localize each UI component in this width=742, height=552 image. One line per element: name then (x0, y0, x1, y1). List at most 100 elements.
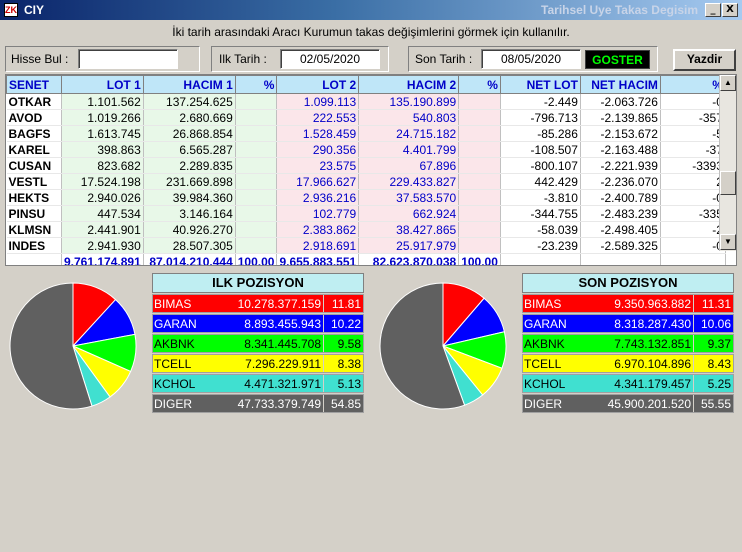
cell-pct1 (235, 125, 278, 142)
position-name-cell: BIMAS 10.278.377.159 (153, 295, 323, 312)
position-name-cell: KCHOL 4.471.321.971 (153, 375, 323, 392)
position-pct-cell: 9.37 (694, 335, 733, 352)
position-pct: 5.13 (337, 377, 361, 391)
col-header-pct-net[interactable]: % (659, 75, 726, 94)
cell-lot2: 290.356 (276, 141, 360, 158)
position-name: AKBNK (154, 337, 195, 351)
cell-net-lot: -800.107 (500, 157, 581, 174)
position-pct: 5.25 (707, 377, 731, 391)
grid-vertical-scrollbar[interactable]: ▲ ▼ (719, 75, 736, 251)
table-row[interactable]: OTKAR 1.101.562 137.254.625 1.099.113 135.19… (6, 93, 726, 110)
position-row-diger: DIGER 47.733.379.749 54.85 (152, 394, 364, 413)
cell-hacim1: 2.680.669 (143, 109, 236, 126)
minimize-button[interactable]: _ (705, 3, 721, 17)
col-header-senet[interactable]: SENET (6, 75, 62, 94)
cell-net-hacim: -2.153.672 (580, 125, 661, 142)
cell-pct2 (458, 173, 501, 190)
cell-hacim1: 3.146.164 (143, 205, 236, 222)
total-senet (6, 253, 62, 265)
table-row[interactable]: PINSU 447.534 3.146.164 102.779 662.924 -344.… (6, 205, 726, 222)
cell-hacim2: 540.803 (358, 109, 460, 126)
scroll-up-icon[interactable]: ▲ (720, 75, 736, 91)
cell-hacim1: 26.868.854 (143, 125, 236, 142)
col-header-lot2[interactable]: LOT 2 (276, 75, 360, 94)
position-name: BIMAS (154, 297, 192, 311)
position-pct-cell: 5.25 (694, 375, 733, 392)
col-header-pct2[interactable]: % (458, 75, 501, 94)
goster-button[interactable]: GOSTER (585, 50, 650, 69)
son-tarih-input[interactable]: 08/05/2020 (481, 49, 581, 69)
ilk-pozisyon-pie-chart (9, 282, 137, 410)
cell-pct1 (235, 141, 278, 158)
position-value: 47.733.379.749 (237, 397, 321, 411)
col-header-hacim2[interactable]: HACIM 2 (358, 75, 460, 94)
cell-lot1: 1.019.266 (61, 109, 144, 126)
position-pct: 8.43 (707, 357, 731, 371)
col-header-net-lot[interactable]: NET LOT (499, 75, 581, 94)
position-name: KCHOL (524, 377, 566, 391)
position-pct: 9.37 (707, 337, 731, 351)
cell-pct1 (235, 189, 278, 206)
cell-pct2 (458, 189, 501, 206)
position-pct: 55.55 (700, 397, 731, 411)
cell-pct2 (458, 157, 501, 174)
table-row[interactable]: KAREL 398.863 6.565.287 290.356 4.401.799 -10… (6, 141, 726, 158)
cell-net-hacim: -2.221.939 (580, 157, 661, 174)
cell-net-hacim: -2.063.726 (580, 93, 661, 110)
usage-hint: İki tarih arasındaki Aracı Kurumun takas… (172, 25, 570, 39)
total-net-lot (500, 253, 581, 265)
position-row-tcell: TCELL 7.296.229.911 8.38 (152, 354, 364, 373)
position-name-cell: DIGER 45.900.201.520 (523, 395, 693, 412)
cell-lot1: 1.613.745 (61, 125, 144, 142)
takas-table: SENET LOT 1 HACIM 1 % LOT 2 HACIM 2 % NE… (6, 75, 726, 265)
table-row[interactable]: CUSAN 823.682 2.289.835 23.575 67.896 -800.10… (6, 157, 726, 174)
col-header-net-hacim[interactable]: NET HACIM (579, 75, 661, 94)
cell-net-lot: -2.449 (500, 93, 581, 110)
position-row-diger: DIGER 45.900.201.520 55.55 (522, 394, 734, 413)
scroll-thumb[interactable] (720, 171, 736, 195)
hisse-search-input[interactable] (78, 49, 178, 69)
position-name: TCELL (524, 357, 562, 371)
yazdir-button[interactable]: Yazdir (673, 49, 736, 71)
cell-pct-net: -357 (660, 109, 726, 126)
cell-pct1 (235, 109, 278, 126)
cell-pct2 (458, 125, 501, 142)
position-value: 4.341.179.457 (614, 377, 691, 391)
cell-lot1: 17.524.198 (61, 173, 144, 190)
total-hacim1: 87.014.210.444 (143, 253, 236, 265)
col-header-lot1[interactable]: LOT 1 (61, 75, 144, 94)
table-row[interactable]: HEKTS 2.940.026 39.984.360 2.936.216 37.583.… (6, 189, 726, 206)
takas-grid: SENET LOT 1 HACIM 1 % LOT 2 HACIM 2 % NE… (5, 74, 737, 266)
position-name-cell: DIGER 47.733.379.749 (153, 395, 323, 412)
col-header-pct1[interactable]: % (234, 75, 278, 94)
position-name: TCELL (154, 357, 192, 371)
position-name-cell: BIMAS 9.350.963.882 (523, 295, 693, 312)
total-pct1: 100,00 (235, 253, 278, 265)
position-pct-cell: 54.85 (324, 395, 363, 412)
cell-senet: OTKAR (6, 93, 62, 110)
position-name-cell: KCHOL 4.341.179.457 (523, 375, 693, 392)
table-row[interactable]: BAGFS 1.613.745 26.868.854 1.528.459 24.715.… (6, 125, 726, 142)
cell-net-lot: -3.810 (500, 189, 581, 206)
ilk-tarih-input[interactable]: 02/05/2020 (280, 49, 380, 69)
position-name: AKBNK (524, 337, 565, 351)
cell-lot2: 2.918.691 (276, 237, 360, 254)
table-row[interactable]: AVOD 1.019.266 2.680.669 222.553 540.803 -796… (6, 109, 726, 126)
cell-net-lot: 442.429 (500, 173, 581, 190)
cell-senet: BAGFS (6, 125, 62, 142)
cell-net-lot: -58.039 (500, 221, 581, 238)
table-row[interactable]: INDES 2.941.930 28.507.305 2.918.691 25.917.… (6, 237, 726, 254)
position-pct-cell: 8.43 (694, 355, 733, 372)
table-row[interactable]: VESTL 17.524.198 231.669.898 17.966.627 229.… (6, 173, 726, 190)
table-header-row: SENET LOT 1 HACIM 1 % LOT 2 HACIM 2 % NE… (6, 75, 726, 94)
cell-net-lot: -108.507 (500, 141, 581, 158)
table-row[interactable]: KLMSN 2.441.901 40.926.270 2.383.862 38.427.… (6, 221, 726, 238)
scroll-down-icon[interactable]: ▼ (720, 234, 736, 250)
position-value: 7.743.132.851 (614, 337, 691, 351)
position-pct-cell: 10.06 (694, 315, 733, 332)
close-button[interactable]: X (722, 3, 738, 17)
col-header-hacim1[interactable]: HACIM 1 (142, 75, 236, 94)
position-value: 45.900.201.520 (607, 397, 691, 411)
cell-hacim2: 67.896 (358, 157, 460, 174)
position-row-bimas: BIMAS 10.278.377.159 11.81 (152, 294, 364, 313)
